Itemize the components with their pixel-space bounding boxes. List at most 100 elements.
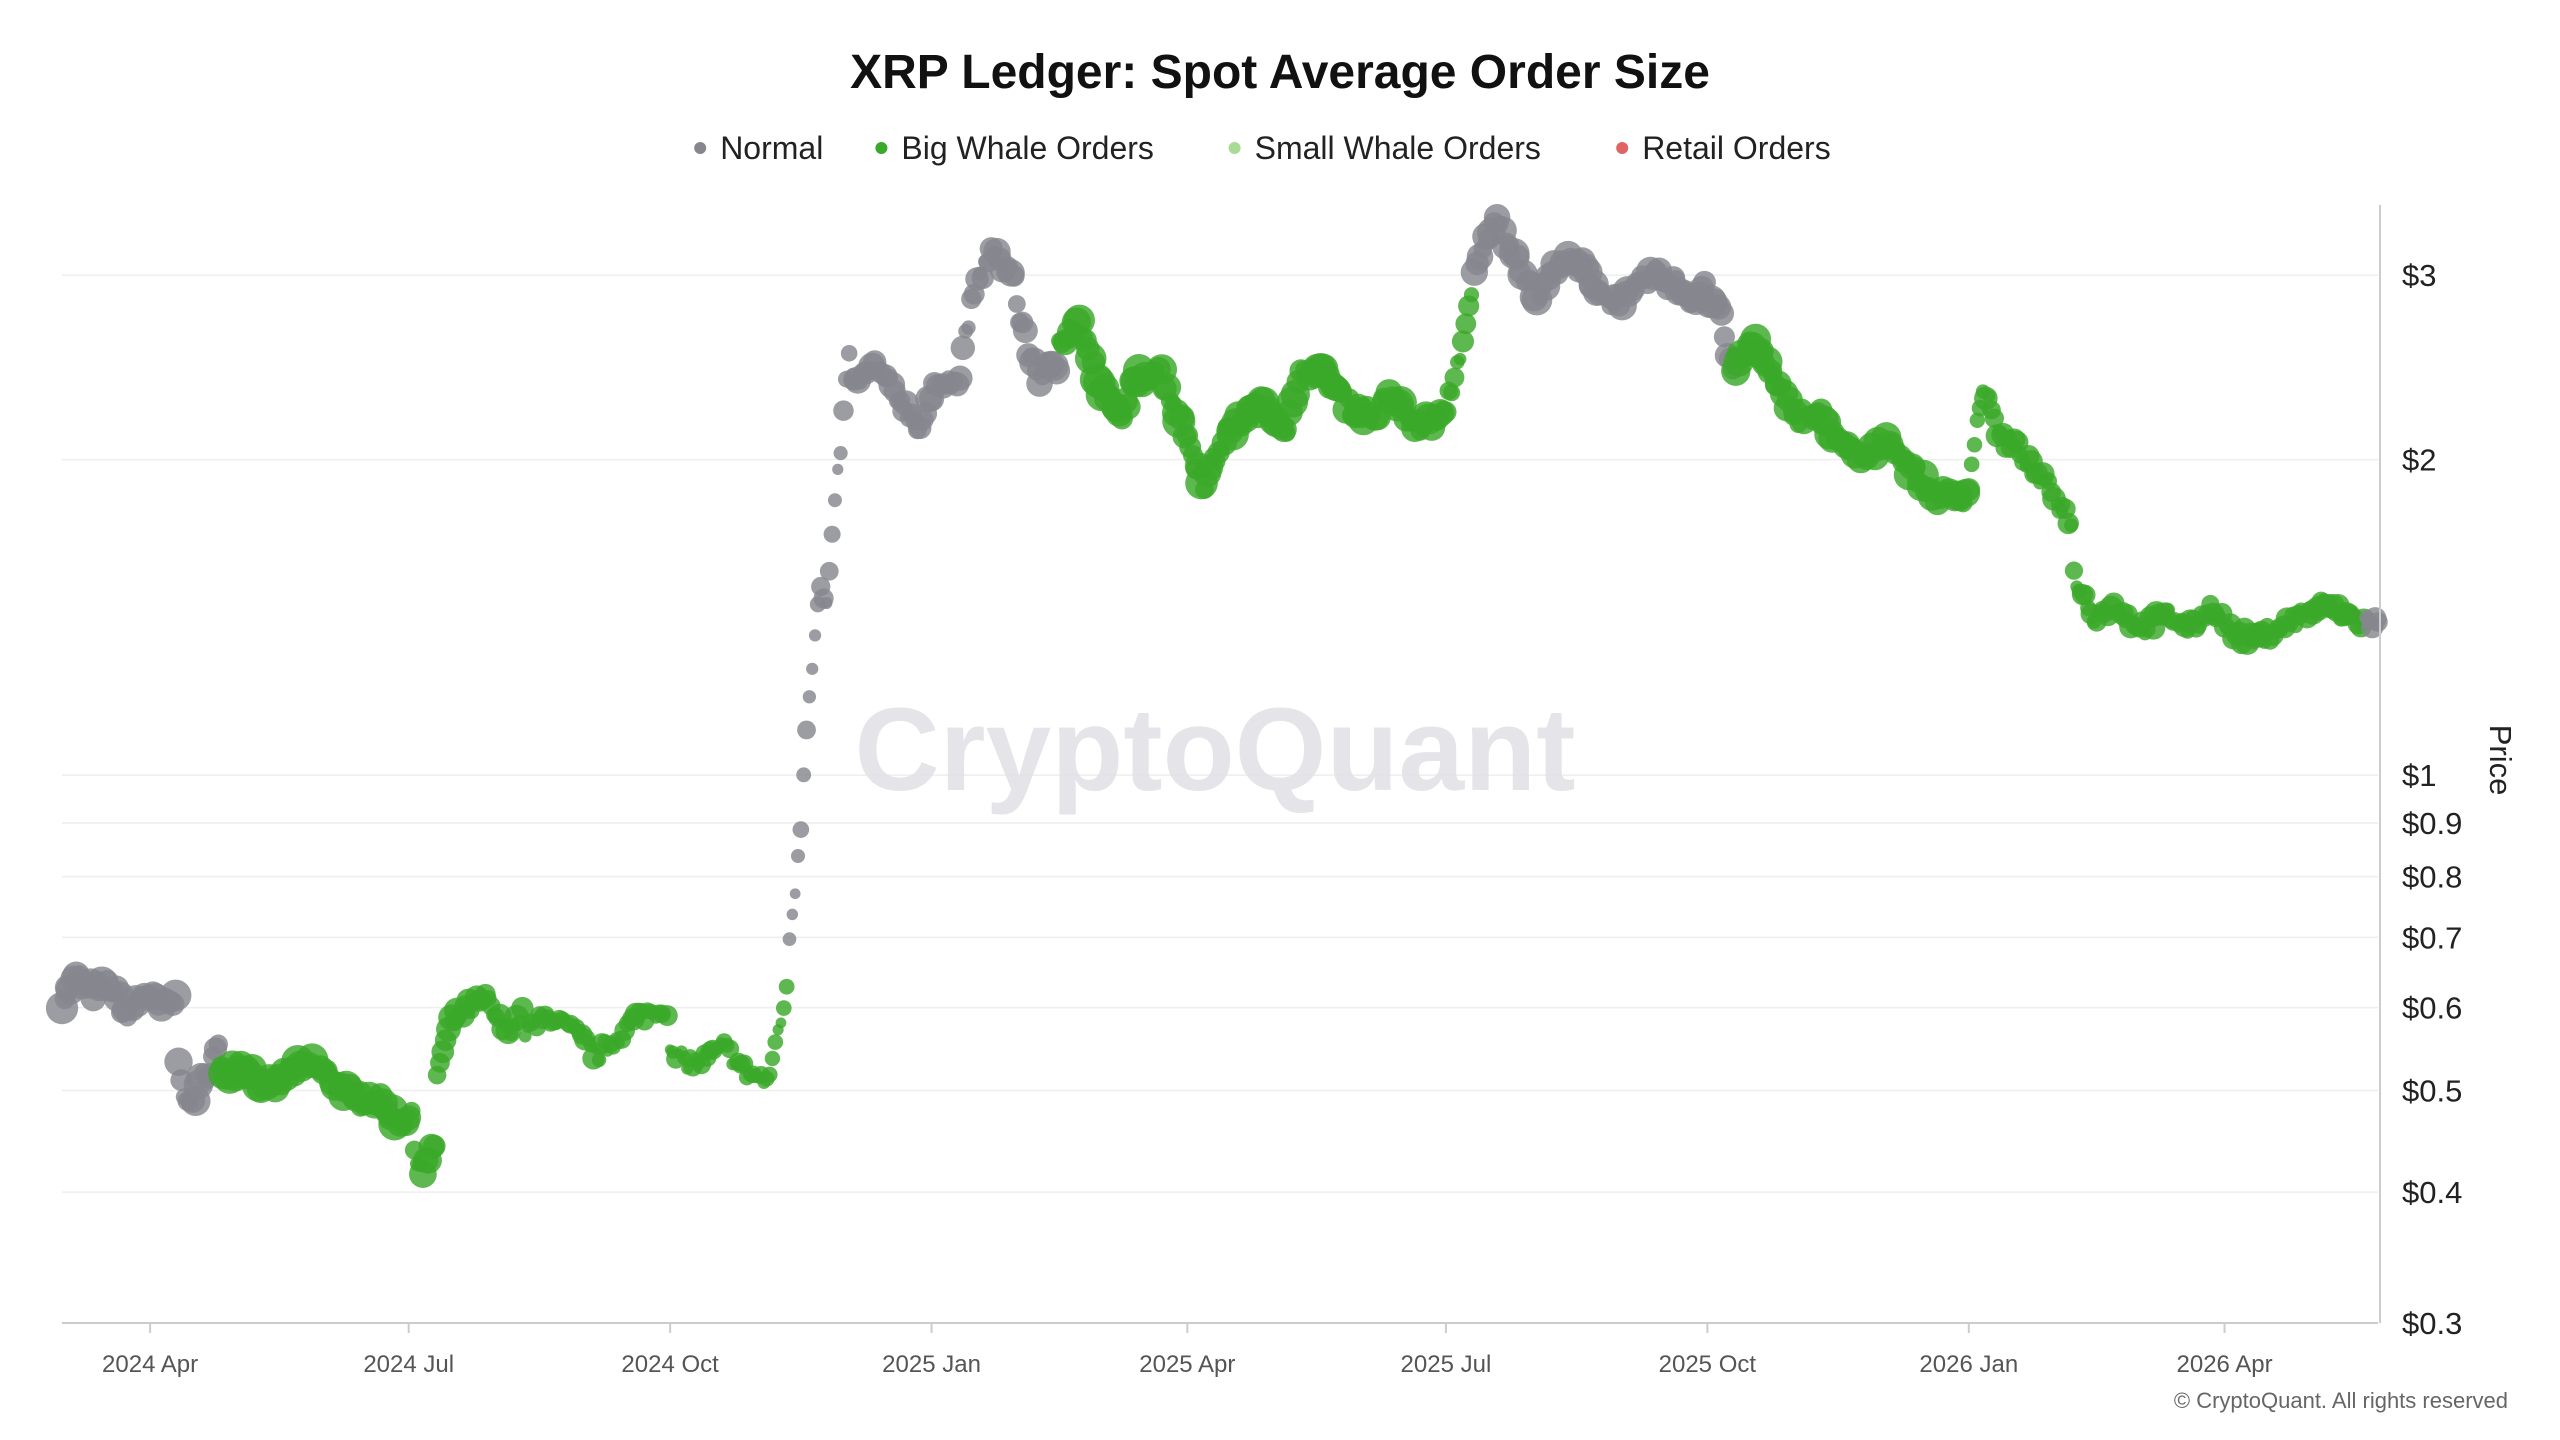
x-tick-label: 2024 Apr <box>102 1351 198 1378</box>
data-point <box>1443 384 1461 402</box>
x-tick-label: 2024 Oct <box>621 1351 719 1378</box>
data-point <box>778 978 795 995</box>
data-point <box>819 561 839 581</box>
data-point <box>1451 330 1475 353</box>
data-point <box>1453 352 1467 366</box>
data-point <box>164 1047 193 1076</box>
y-tick-label: $1 <box>2402 758 2436 793</box>
data-point <box>767 1034 784 1050</box>
data-point <box>764 1050 781 1067</box>
y-tick-label: $0.8 <box>2402 860 2462 895</box>
data-point <box>1278 424 1296 442</box>
data-point <box>782 932 797 947</box>
y-tick-label: $2 <box>2402 443 2436 478</box>
data-point <box>1966 436 1983 453</box>
legend-label: Small Whale Orders <box>1255 130 1541 166</box>
y-tick-label: $0.5 <box>2402 1074 2462 1109</box>
data-point <box>1012 318 1038 344</box>
data-point <box>775 1000 792 1016</box>
data-point <box>971 266 994 290</box>
data-point <box>1007 295 1026 313</box>
x-tick-label: 2025 Jul <box>1401 1351 1492 1378</box>
data-point <box>947 365 973 391</box>
data-point <box>789 888 801 900</box>
data-points <box>45 204 2388 1188</box>
watermark: CryptoQuant <box>854 684 1575 816</box>
data-point <box>1969 412 1985 428</box>
data-point <box>422 1134 446 1158</box>
data-point <box>1709 300 1735 326</box>
data-point <box>1957 478 1981 501</box>
y-tick-label: $0.6 <box>2402 991 2462 1026</box>
y-axis-ticks: $3 $2 $1 $0.9 $0.8 $0.7 $0.6 $0.5 $0.4 $0.3 <box>2402 258 2462 1341</box>
data-point <box>775 1017 787 1029</box>
y-tick-label: $0.9 <box>2402 806 2462 841</box>
data-point <box>950 335 976 361</box>
data-point <box>1444 367 1465 388</box>
data-point <box>2064 518 2079 533</box>
y-tick-label: $0.7 <box>2402 920 2462 955</box>
data-point <box>797 720 816 740</box>
x-tick-label: 2025 Apr <box>1139 1351 1235 1378</box>
data-point <box>832 463 844 475</box>
legend-marker <box>1616 142 1629 154</box>
data-point <box>2075 584 2096 606</box>
data-point <box>591 1052 607 1068</box>
x-axis-ticks: 2024 Apr 2024 Jul 2024 Oct 2025 Jan 2025 Apr… <box>102 1323 2273 1378</box>
data-point <box>1003 265 1025 287</box>
chart-title: XRP Ledger: Spot Average Order Size <box>850 46 1710 99</box>
data-point <box>786 908 799 921</box>
y-tick-label: $0.3 <box>2402 1306 2462 1341</box>
data-point <box>656 1005 678 1027</box>
data-point <box>1713 326 1735 348</box>
data-point <box>961 320 976 335</box>
data-point <box>792 821 810 838</box>
legend-marker <box>694 142 707 154</box>
data-point <box>802 690 817 704</box>
data-point <box>823 525 841 543</box>
data-point <box>1168 404 1195 431</box>
data-point <box>840 344 858 362</box>
legend-item[interactable]: Normal <box>694 130 823 166</box>
x-tick-label: 2026 Jan <box>1919 1351 2018 1378</box>
legend: Normal Big Whale Orders Small Whale Orders… <box>694 130 1831 166</box>
data-point <box>820 597 833 610</box>
data-point <box>833 400 854 421</box>
data-point <box>806 662 819 675</box>
x-tick-label: 2025 Jan <box>882 1351 981 1378</box>
data-point <box>2368 612 2388 632</box>
y-tick-label: $3 <box>2402 258 2436 293</box>
data-point <box>827 493 842 508</box>
legend-label: Retail Orders <box>1642 130 1831 166</box>
data-point <box>1982 389 1996 403</box>
legend-item[interactable]: Small Whale Orders <box>1228 130 1541 166</box>
data-point <box>1114 393 1141 420</box>
copyright: © CryptoQuant. All rights reserved <box>2174 1388 2508 1413</box>
y-axis-label: Price <box>2483 725 2518 796</box>
data-point <box>1963 456 1980 473</box>
data-point <box>796 767 812 783</box>
x-tick-label: 2024 Jul <box>363 1351 454 1378</box>
legend-item[interactable]: Retail Orders <box>1616 130 1831 166</box>
legend-label: Normal <box>720 130 823 166</box>
data-point <box>208 1034 228 1054</box>
data-point <box>790 848 806 864</box>
y-tick-label: $0.4 <box>2402 1175 2462 1210</box>
legend-label: Big Whale Orders <box>901 130 1154 166</box>
legend-marker <box>1228 142 1241 154</box>
data-point <box>1463 287 1480 303</box>
x-tick-label: 2025 Oct <box>1659 1351 1757 1378</box>
legend-marker <box>875 142 888 154</box>
data-point <box>402 1101 421 1120</box>
data-point <box>1984 408 2005 428</box>
data-point <box>833 446 848 461</box>
data-point <box>1043 357 1071 385</box>
data-point <box>1435 401 1457 423</box>
data-point <box>808 629 822 642</box>
x-tick-label: 2026 Apr <box>2177 1351 2273 1378</box>
data-point <box>761 1066 778 1083</box>
data-point <box>511 996 534 1020</box>
data-point <box>2064 561 2084 580</box>
legend-item[interactable]: Big Whale Orders <box>875 130 1154 166</box>
